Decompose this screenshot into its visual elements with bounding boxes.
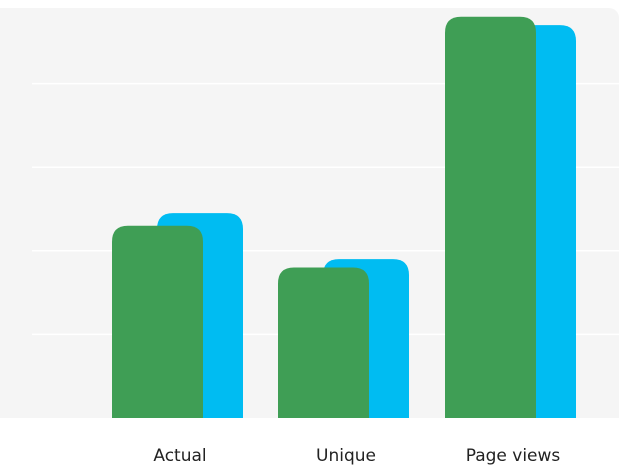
bar-front-page-views (445, 16, 536, 418)
bars (112, 16, 576, 419)
axis-label-strip (0, 418, 627, 472)
bar-front-unique (278, 267, 369, 418)
category-label-page-views: Page views (466, 446, 561, 466)
category-label-actual: Actual (153, 446, 206, 466)
bar-front-actual (112, 225, 203, 418)
category-label-unique: Unique (316, 446, 376, 466)
category-labels: Actual Unique Page views (153, 446, 560, 466)
